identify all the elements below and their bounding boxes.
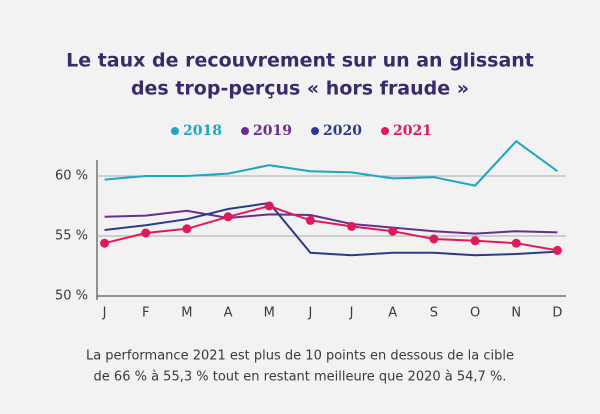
legend-marker xyxy=(241,127,249,135)
point xyxy=(182,224,192,234)
legend-label: 2019 xyxy=(253,123,292,139)
x-tick-label: J xyxy=(307,306,312,321)
x-tick-label: N xyxy=(511,306,521,321)
caption: La performance 2021 est plus de 10 point… xyxy=(86,349,514,364)
point xyxy=(223,212,233,222)
point xyxy=(264,201,274,211)
series-line xyxy=(104,209,558,235)
point xyxy=(388,226,398,236)
point xyxy=(470,236,480,246)
x-tick-label: M xyxy=(181,306,192,321)
x-tick-label: A xyxy=(388,306,397,321)
legend-marker xyxy=(171,127,179,135)
legend-label: 2021 xyxy=(393,123,432,139)
point xyxy=(347,221,357,231)
point xyxy=(429,234,439,244)
legend-marker xyxy=(381,127,389,135)
x-tick-label: M xyxy=(264,306,275,321)
point xyxy=(141,228,151,238)
legend-label: 2020 xyxy=(323,123,362,139)
x-tick-label: S xyxy=(430,306,438,321)
x-tick-label: F xyxy=(142,306,149,321)
chart-title: Le taux de recouvrement sur un an glissa… xyxy=(66,50,534,72)
x-tick-label: J xyxy=(102,306,107,321)
chart-title: des trop-perçus « hors fraude » xyxy=(131,78,469,100)
x-tick-label: J xyxy=(349,306,354,321)
y-tick-label: 55 % xyxy=(55,229,88,244)
caption: de 66 % à 55,3 % tout en restant meilleu… xyxy=(94,370,507,385)
series-line xyxy=(104,201,558,257)
point xyxy=(100,238,110,248)
point xyxy=(305,215,315,225)
point xyxy=(552,245,562,255)
y-tick-label: 50 % xyxy=(55,289,88,304)
series-line xyxy=(104,139,559,187)
legend-marker xyxy=(311,127,319,135)
point xyxy=(511,238,521,248)
x-tick-label: O xyxy=(470,306,480,321)
x-tick-label: A xyxy=(224,306,233,321)
legend-label: 2018 xyxy=(183,123,222,139)
y-tick-label: 60 % xyxy=(55,169,88,184)
series-line xyxy=(104,204,558,252)
x-tick-label: D xyxy=(552,306,562,321)
